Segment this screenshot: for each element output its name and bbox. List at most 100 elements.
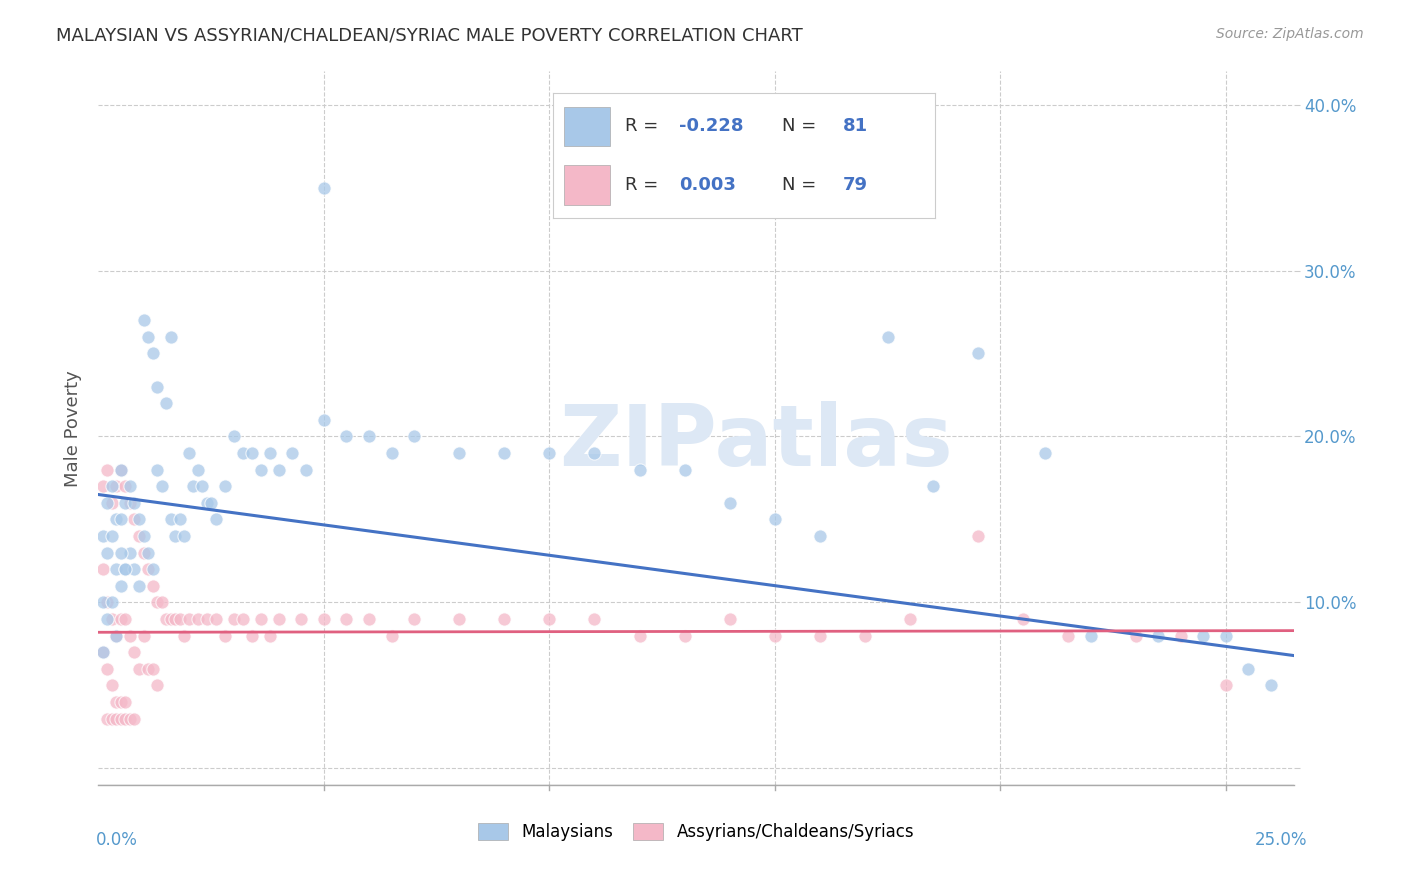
Point	[380, 629, 402, 643]
Point	[101, 595, 124, 609]
Point	[110, 712, 132, 726]
Point	[101, 479, 124, 493]
Point	[124, 562, 146, 576]
Point	[110, 463, 132, 477]
Point	[181, 479, 204, 493]
Point	[136, 330, 159, 344]
Point	[110, 546, 132, 560]
Point	[91, 645, 114, 659]
Point	[335, 429, 357, 443]
Text: MALAYSIAN VS ASSYRIAN/CHALDEAN/SYRIAC MALE POVERTY CORRELATION CHART: MALAYSIAN VS ASSYRIAN/CHALDEAN/SYRIAC MA…	[56, 27, 803, 45]
Point	[141, 562, 163, 576]
Point	[222, 429, 245, 443]
Legend: Malaysians, Assyrians/Chaldeans/Syriacs: Malaysians, Assyrians/Chaldeans/Syriacs	[471, 816, 921, 848]
Point	[114, 496, 136, 510]
Point	[312, 612, 335, 626]
Point	[136, 562, 159, 576]
Point	[124, 712, 146, 726]
Point	[169, 612, 191, 626]
Point	[628, 463, 651, 477]
Point	[808, 629, 831, 643]
Point	[114, 479, 136, 493]
Point	[921, 479, 943, 493]
Point	[118, 629, 141, 643]
Point	[105, 629, 128, 643]
Point	[128, 512, 150, 526]
Point	[267, 463, 290, 477]
Point	[673, 463, 696, 477]
Point	[141, 579, 163, 593]
Point	[114, 562, 136, 576]
Point	[583, 612, 606, 626]
Point	[295, 463, 318, 477]
Point	[91, 595, 114, 609]
Point	[177, 612, 200, 626]
Point	[173, 529, 195, 543]
Point	[150, 479, 173, 493]
Point	[110, 463, 132, 477]
Point	[96, 595, 118, 609]
Point	[146, 678, 169, 692]
Point	[110, 512, 132, 526]
Point	[118, 546, 141, 560]
Point	[404, 612, 426, 626]
Point	[763, 512, 786, 526]
Point	[281, 446, 304, 460]
Point	[449, 612, 471, 626]
Point	[128, 662, 150, 676]
Point	[91, 529, 114, 543]
Point	[124, 496, 146, 510]
Point	[96, 662, 118, 676]
Point	[808, 529, 831, 543]
Point	[1057, 629, 1080, 643]
Point	[191, 479, 214, 493]
Point	[200, 496, 222, 510]
Point	[110, 612, 132, 626]
Point	[232, 446, 254, 460]
Point	[155, 396, 177, 410]
Point	[1215, 629, 1237, 643]
Point	[91, 479, 114, 493]
Point	[204, 612, 226, 626]
Point	[357, 429, 380, 443]
Point	[966, 346, 988, 360]
Point	[177, 446, 200, 460]
Point	[101, 712, 124, 726]
Point	[118, 496, 141, 510]
Point	[165, 612, 187, 626]
Point	[114, 562, 136, 576]
Point	[240, 446, 263, 460]
Point	[1170, 629, 1192, 643]
Point	[1080, 629, 1102, 643]
Text: Source: ZipAtlas.com: Source: ZipAtlas.com	[1216, 27, 1364, 41]
Point	[165, 529, 187, 543]
Point	[538, 612, 561, 626]
Point	[150, 595, 173, 609]
Point	[136, 662, 159, 676]
Point	[114, 612, 136, 626]
Point	[187, 463, 209, 477]
Point	[259, 446, 281, 460]
Point	[494, 446, 516, 460]
Point	[101, 612, 124, 626]
Point	[105, 712, 128, 726]
Point	[96, 612, 118, 626]
Point	[449, 446, 471, 460]
Point	[312, 413, 335, 427]
Point	[96, 712, 118, 726]
Point	[146, 595, 169, 609]
Point	[91, 562, 114, 576]
Point	[966, 529, 988, 543]
Point	[132, 629, 155, 643]
Point	[91, 645, 114, 659]
Point	[110, 579, 132, 593]
Point	[240, 629, 263, 643]
Point	[159, 330, 181, 344]
Point	[1125, 629, 1147, 643]
Point	[249, 463, 271, 477]
Point	[114, 712, 136, 726]
Point	[96, 546, 118, 560]
Point	[101, 678, 124, 692]
Point	[146, 379, 169, 393]
Point	[124, 512, 146, 526]
